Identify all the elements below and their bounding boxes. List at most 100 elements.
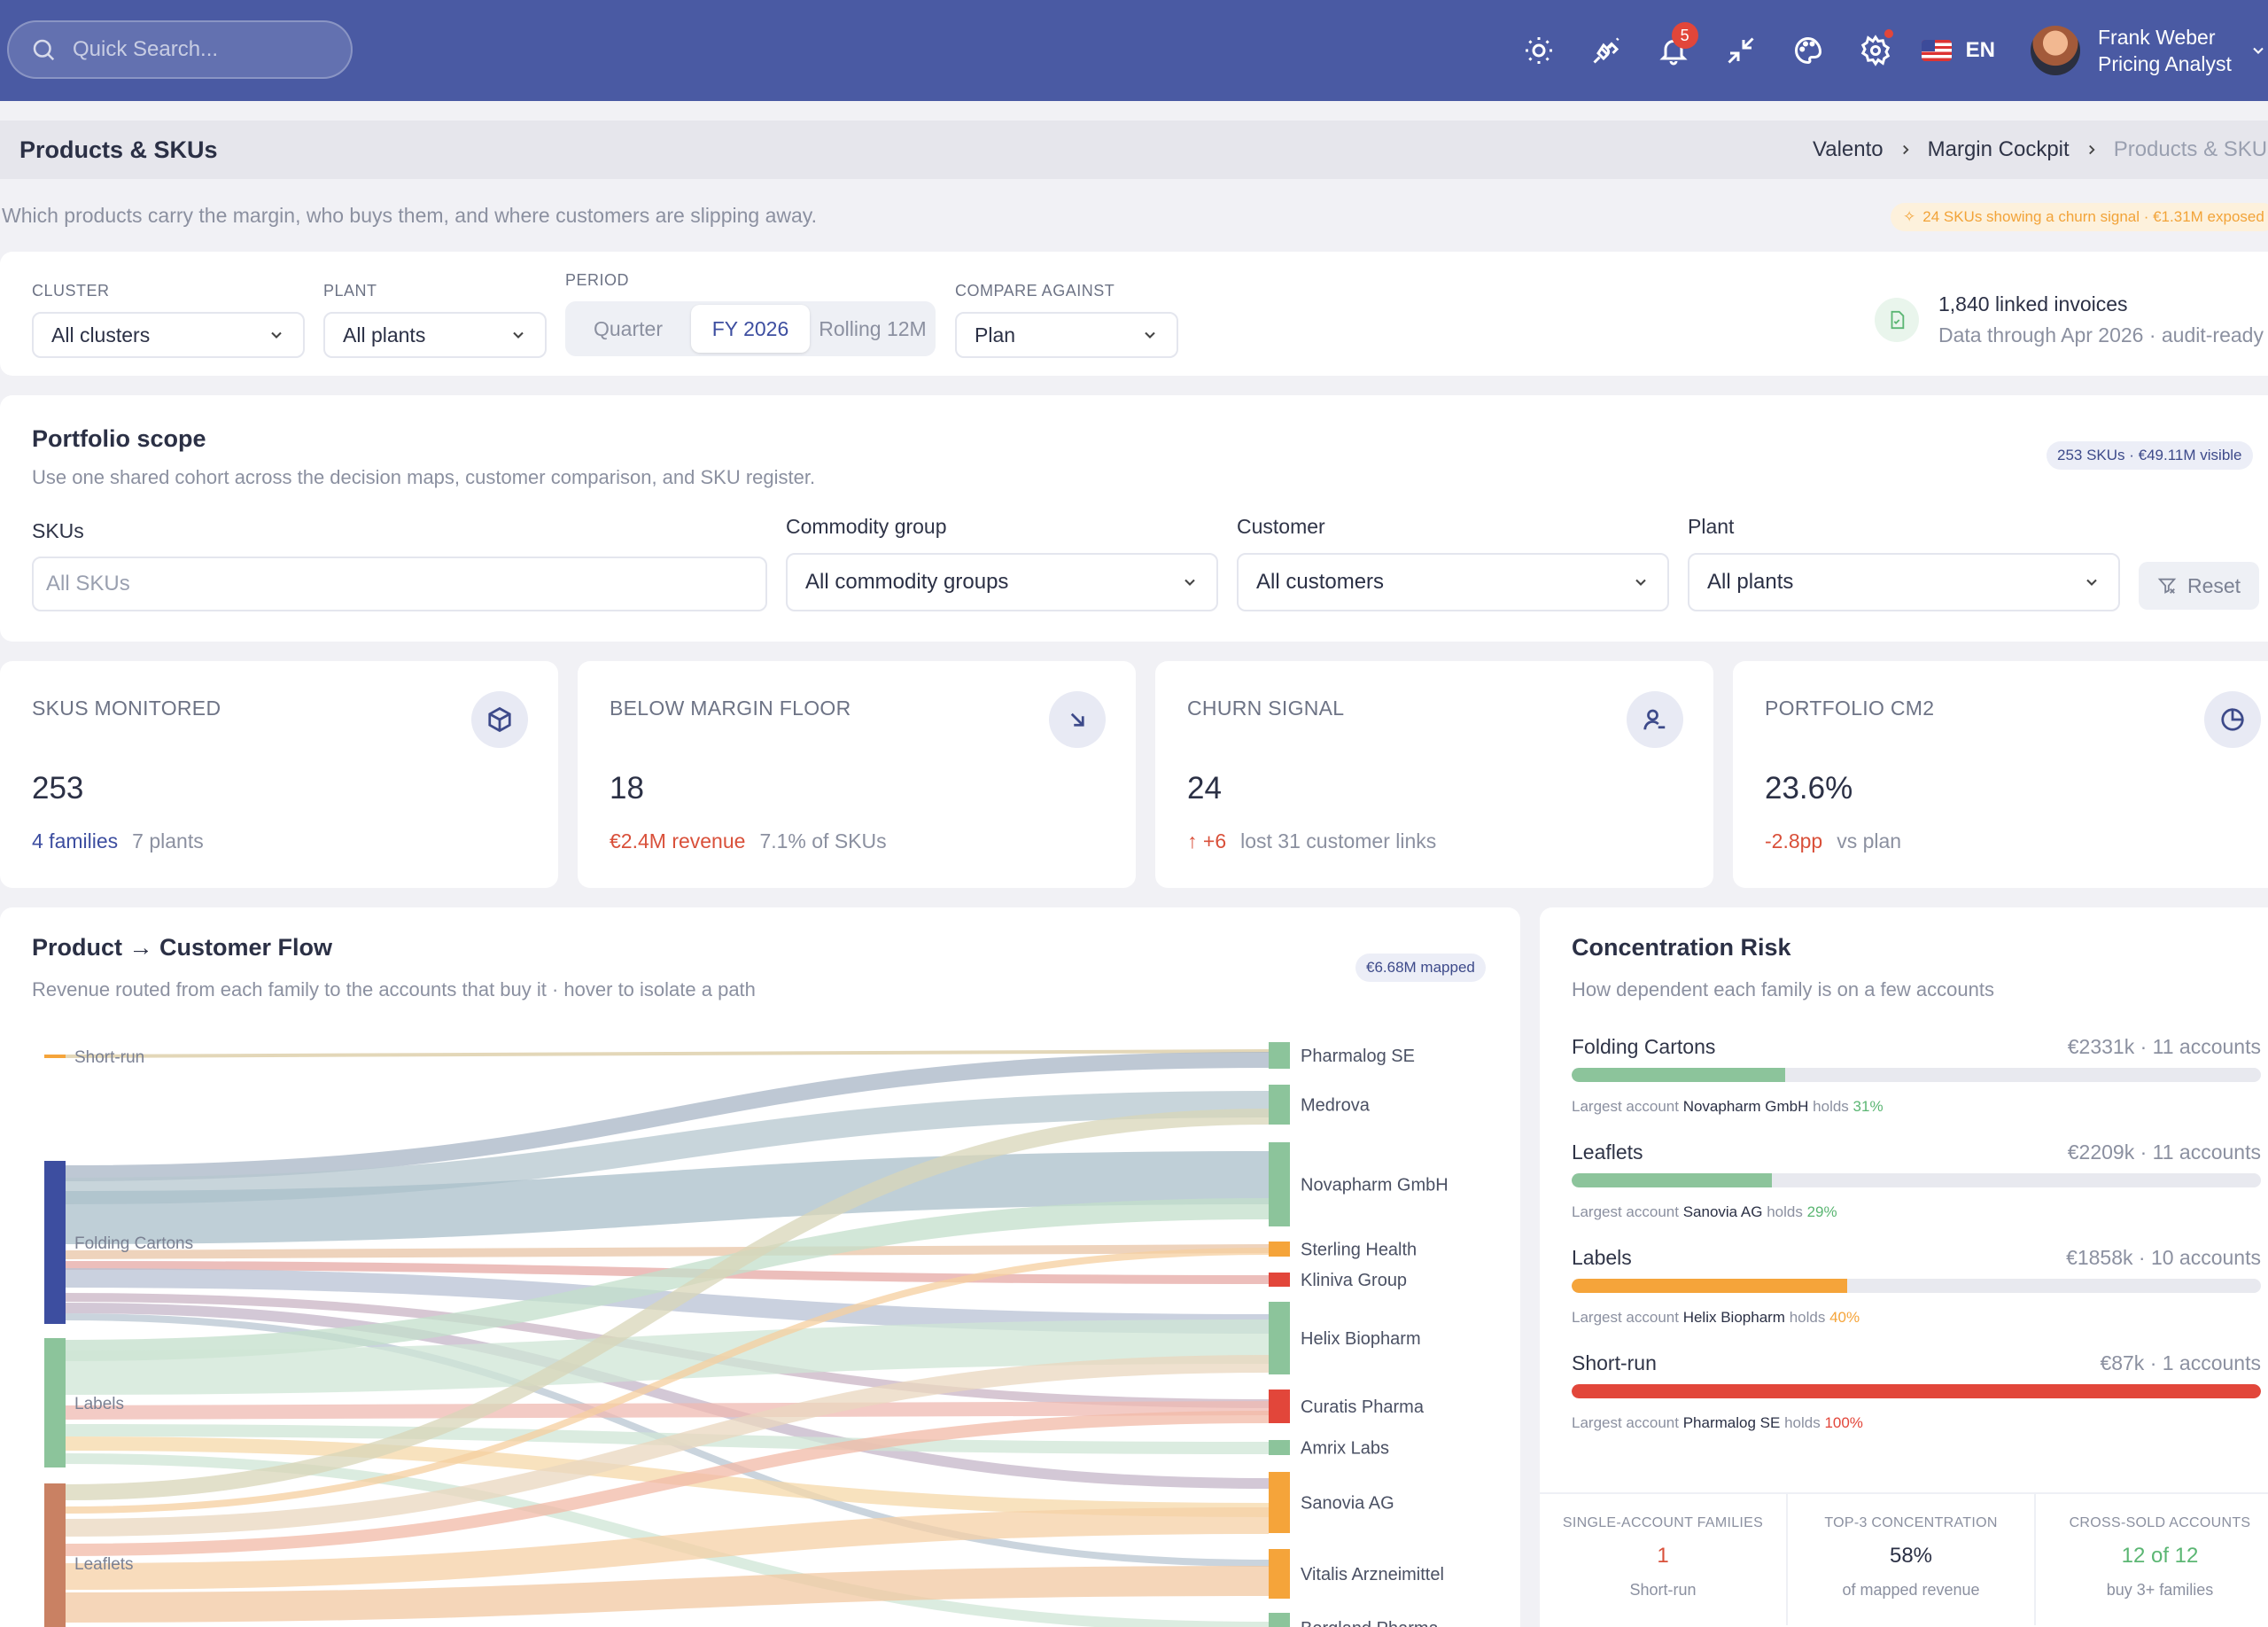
flow-badge: €6.68M mapped (1355, 954, 1486, 982)
period-option-fy2026[interactable]: FY 2026 (691, 305, 810, 353)
sankey-link-folding-cartons-to-sterling-health[interactable] (65, 1244, 1270, 1259)
notifications-button[interactable]: 5 (1640, 17, 1707, 84)
family-summary: €1858k · 10 accounts (2066, 1246, 2261, 1269)
collapse-button[interactable] (1707, 17, 1775, 84)
sankey-link-folding-cartons-to-novapharm-gmbh[interactable] (65, 1151, 1270, 1244)
share-bar-track (1572, 1173, 2261, 1187)
sankey-link-folding-cartons-to-sanovia-ag[interactable] (65, 1303, 1270, 1489)
customer-value: All customers (1256, 570, 1385, 594)
sankey-link-leaflets-to-helix-biopharm[interactable] (65, 1355, 1270, 1537)
breadcrumb-valento[interactable]: Valento (1813, 137, 1884, 161)
sankey-link-leaflets-to-curatis-pharma[interactable] (65, 1411, 1270, 1556)
customer-node-bergland-pharma[interactable] (1269, 1613, 1290, 1627)
sankey-link-labels-to-curatis-pharma[interactable] (65, 1401, 1270, 1420)
sankey-link-labels-to-helix-biopharm[interactable] (65, 1320, 1270, 1395)
sparkle-icon: ✧ (1903, 208, 1916, 225)
holds-word: holds (1784, 1414, 1821, 1431)
chevron-down-icon (2086, 579, 2097, 586)
user-minus-icon (1627, 691, 1683, 748)
customer-node-label: Medrova (1301, 1096, 1371, 1116)
stat-top3-concentration: TOP-3 CONCENTRATION 58% of mapped revenu… (1788, 1494, 2036, 1625)
share-bar-track (1572, 1384, 2261, 1398)
compare-select[interactable]: Plan (955, 312, 1178, 358)
skus-label: SKUs (32, 519, 84, 542)
customer-node-pharmalog-se[interactable] (1269, 1042, 1290, 1069)
theme-toggle-button[interactable] (1505, 17, 1573, 84)
period-option-rolling-12m[interactable]: Rolling 12M (819, 317, 927, 340)
palette-button[interactable] (1775, 17, 1842, 84)
plant-select[interactable]: All plants (323, 312, 547, 358)
user-menu[interactable]: Frank Weber Pricing Analyst (2031, 24, 2268, 77)
sankey-link-labels-to-novapharm-gmbh[interactable] (65, 1198, 1270, 1361)
family-summary: €87k · 1 accounts (2100, 1351, 2261, 1374)
quick-search[interactable] (7, 20, 353, 79)
customer-node-curatis-pharma[interactable] (1269, 1390, 1290, 1423)
customer-node-novapharm-gmbh[interactable] (1269, 1142, 1290, 1226)
integrations-button[interactable] (1573, 17, 1640, 84)
family-summary: €2209k · 11 accounts (2067, 1140, 2261, 1164)
customer-node-kliniva-group[interactable] (1269, 1273, 1290, 1287)
customer-node-sanovia-ag[interactable] (1269, 1472, 1290, 1533)
sankey-link-leaflets-to-sterling-health[interactable] (65, 1248, 1270, 1514)
sankey-link-leaflets-to-medrova[interactable] (65, 1109, 1270, 1500)
product-customer-flow-card: Product → Customer Flow Revenue routed f… (0, 907, 1520, 1627)
customer-select[interactable]: All customers (1237, 553, 1669, 611)
sankey-link-folding-cartons-to-medrova[interactable] (65, 1091, 1270, 1204)
share-bar-track (1572, 1279, 2261, 1293)
reset-button[interactable]: Reset (2139, 562, 2259, 610)
concentration-row[interactable]: Folding Cartons €2331k · 11 accounts Larg… (1572, 1035, 2261, 1116)
stat-label: CROSS-SOLD ACCOUNTS (2069, 1515, 2251, 1530)
sankey-link-folding-cartons-to-pharmalog-se[interactable] (65, 1052, 1270, 1181)
palette-icon (1794, 36, 1821, 65)
chevron-down-icon (1145, 331, 1155, 339)
customer-node-amrix-labs[interactable] (1269, 1440, 1290, 1455)
customer-node-sterling-health[interactable] (1269, 1242, 1290, 1257)
concentration-description: How dependent each family is on a few ac… (1572, 978, 1994, 1000)
largest-account: Sanovia AG (1682, 1203, 1763, 1220)
kpi-sub-primary: €2.4M revenue (610, 829, 746, 852)
concentration-row[interactable]: Leaflets €2209k · 11 accounts Largest acc… (1572, 1140, 2261, 1221)
sankey-diagram[interactable]: Short-run Folding Cartons Labels Leaflets Ph… (0, 907, 1520, 1627)
family-node-leaflets[interactable] (44, 1483, 66, 1627)
scope-plant-select[interactable]: All plants (1688, 553, 2120, 611)
commodity-select[interactable]: All commodity groups (786, 553, 1218, 611)
concentration-row[interactable]: Labels €1858k · 10 accounts Largest accou… (1572, 1246, 2261, 1327)
sankey-link-leaflets-to-sanovia-ag[interactable] (65, 1507, 1270, 1590)
customer-node-label: Amrix Labs (1301, 1439, 1389, 1459)
family-node-labels[interactable] (44, 1338, 66, 1467)
chevron-down-icon (1184, 579, 1195, 586)
concentration-title: Concentration Risk (1572, 934, 1791, 961)
kpi-value: 23.6% (1765, 771, 1853, 806)
cluster-select[interactable]: All clusters (32, 312, 305, 358)
churn-alert-pill[interactable]: ✧ 24 SKUs showing a churn signal · €1.31… (1891, 203, 2268, 231)
kpi-card-below-margin-floor: BELOW MARGIN FLOOR 18 €2.4M revenue 7.1% … (578, 661, 1136, 888)
search-input[interactable] (73, 37, 338, 62)
sankey-link-labels-to-sanovia-ag[interactable] (65, 1436, 1270, 1517)
sankey-link-leaflets-to-vitalis-arzneimittel[interactable] (65, 1566, 1270, 1623)
concentration-row[interactable]: Short-run €87k · 1 accounts Largest accou… (1572, 1351, 2261, 1432)
stat-value: 12 of 12 (2121, 1544, 2199, 1568)
language-switcher[interactable]: EN (1921, 38, 1995, 63)
family-node-short-run[interactable] (44, 1055, 66, 1058)
customer-node-helix-biopharm[interactable] (1269, 1302, 1290, 1374)
share-label: 29% (1806, 1203, 1837, 1220)
customer-node-vitalis-arzneimittel[interactable] (1269, 1549, 1290, 1599)
breadcrumb-margin-cockpit[interactable]: Margin Cockpit (1927, 137, 2070, 161)
settings-button[interactable] (1842, 17, 1909, 84)
period-option-quarter[interactable]: Quarter (594, 317, 663, 340)
sankey-link-short-run-to-pharmalog-se[interactable] (65, 1049, 1270, 1058)
arrow-down-right-icon (1049, 691, 1106, 748)
customer-node-medrova[interactable] (1269, 1085, 1290, 1125)
sankey-links (65, 1049, 1270, 1627)
concentration-risk-card: Concentration Risk How dependent each fa… (1540, 907, 2268, 1627)
family-node-folding-cartons[interactable] (44, 1161, 66, 1324)
share-bar-fill (1572, 1068, 1786, 1082)
filter-reset-icon (2157, 578, 2177, 594)
kpi-sub-secondary: 7 plants (132, 829, 204, 852)
largest-prefix: Largest account (1572, 1414, 1679, 1431)
cluster-label: CLUSTER (32, 282, 110, 300)
top-bar: 5 EN Frank Weber Pricing Analyst (0, 0, 2268, 101)
skus-input[interactable] (32, 557, 767, 611)
largest-account: Helix Biopharm (1682, 1309, 1785, 1326)
document-icon (1875, 298, 1919, 342)
